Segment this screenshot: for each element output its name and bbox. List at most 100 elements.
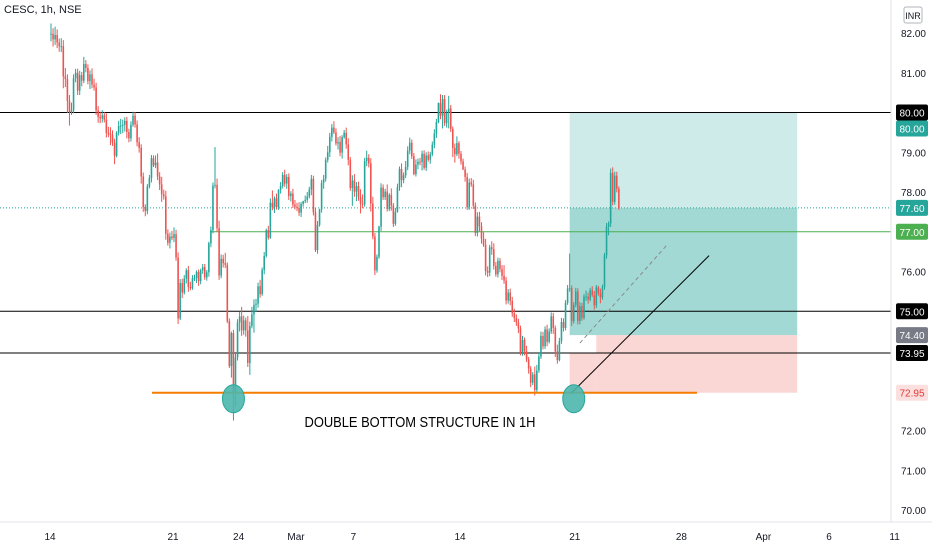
candle-body <box>431 144 434 155</box>
candle-body <box>193 278 196 280</box>
price-tag <box>896 384 928 401</box>
candle-body <box>363 160 366 205</box>
candle-body <box>185 270 188 279</box>
candle-body <box>234 357 237 393</box>
candle-body <box>495 265 497 275</box>
candle-body <box>121 124 124 126</box>
candle-body <box>525 351 528 360</box>
candle-body <box>304 199 306 202</box>
candle-body <box>613 175 616 202</box>
time-tick-label: 11 <box>889 532 900 543</box>
candle-body <box>165 196 167 234</box>
candle-body <box>314 212 317 251</box>
candle-body <box>208 243 210 273</box>
currency-badge[interactable]: INR <box>903 6 923 24</box>
price-tick-label: 76.00 <box>901 268 926 279</box>
candle-body <box>197 271 200 282</box>
double-bottom-marker[interactable] <box>221 384 245 414</box>
candle-body <box>470 182 473 185</box>
candle-body <box>310 178 313 190</box>
candle-body <box>331 127 333 137</box>
candle-body <box>181 283 183 293</box>
candle-body <box>542 335 544 347</box>
candle-body <box>443 98 446 124</box>
candle-body <box>601 287 604 298</box>
candle-body <box>300 203 302 213</box>
candle-body <box>392 205 395 224</box>
candle-body <box>128 131 130 139</box>
candle-body <box>119 125 122 127</box>
candle-body <box>324 159 327 179</box>
price-tag-label: 72.95 <box>899 389 924 400</box>
candle-body <box>585 296 587 298</box>
candle-body <box>136 124 138 143</box>
candle-body <box>320 182 323 210</box>
candle-body <box>345 132 347 145</box>
price-tag <box>896 223 928 240</box>
time-axis[interactable]: 14 21 24 Mar 7 14 21 28 Apr 6 11 <box>0 521 932 543</box>
candle-body <box>175 234 177 258</box>
candle-body <box>472 184 475 206</box>
candle-body <box>390 194 393 206</box>
candle-body <box>480 226 483 239</box>
candle-body <box>279 186 282 190</box>
candle-body <box>441 98 444 116</box>
candle-body <box>406 150 409 167</box>
candle-body <box>97 110 99 117</box>
double-bottom-marker[interactable] <box>562 384 586 414</box>
symbol-label[interactable]: CESC, 1h, NSE <box>4 4 82 16</box>
candle-body <box>449 108 452 129</box>
uptrend-line[interactable] <box>571 255 710 394</box>
candle-body <box>603 255 606 288</box>
projection-line[interactable] <box>579 243 669 344</box>
candle-body <box>466 176 468 208</box>
price-tag-label: 77.00 <box>899 228 924 239</box>
candle-body <box>562 321 565 328</box>
price-axis[interactable]: INR 82.00 81.00 80.00 79.00 78.00 77.00 76.00 7… <box>890 0 932 522</box>
candle-body <box>255 303 257 305</box>
candle-body <box>548 331 550 342</box>
candle-body <box>201 267 204 271</box>
candle-body <box>275 198 278 208</box>
candle-body <box>117 126 120 133</box>
candle-body <box>507 292 509 301</box>
candle-body <box>527 359 530 369</box>
candle-body <box>607 223 610 227</box>
candle-body <box>490 247 493 250</box>
candle-body <box>386 191 388 210</box>
candle-body <box>546 329 548 342</box>
price-tick-label: 70.00 <box>901 506 926 517</box>
candle-body <box>597 287 600 294</box>
candle-body <box>423 153 425 168</box>
candle-body <box>87 67 89 82</box>
price-tag-label: 77.60 <box>899 204 924 215</box>
candle-body <box>341 137 343 153</box>
candle-body <box>273 198 276 208</box>
candle-body <box>66 79 69 101</box>
price-tags: 80.00 80.00 77.60 77.00 75.00 74.40 73.95 72.95 <box>896 104 928 401</box>
price-tick-label: 81.00 <box>901 69 926 80</box>
candle-body <box>285 176 288 184</box>
candle-body <box>189 287 192 289</box>
candle-body <box>329 136 331 153</box>
candle-body <box>173 234 175 239</box>
candle-body <box>517 322 520 329</box>
time-tick-label: 14 <box>44 532 56 543</box>
candle-body <box>187 270 190 288</box>
candle-body <box>429 154 432 160</box>
candle-body <box>269 202 272 238</box>
candle-body <box>150 158 153 179</box>
loss-zone <box>596 335 798 393</box>
time-tick-label: 24 <box>233 532 245 543</box>
candle-body <box>445 112 448 124</box>
candle-body <box>468 182 470 208</box>
candle-body <box>570 288 573 322</box>
price-tag-label: 75.00 <box>899 307 924 318</box>
price-tick-label: 79.00 <box>901 148 926 159</box>
candle-body <box>564 302 567 328</box>
candle-body <box>72 78 75 111</box>
plot-area[interactable] <box>0 23 891 421</box>
candle-body <box>425 155 427 168</box>
candle-body <box>396 187 399 212</box>
